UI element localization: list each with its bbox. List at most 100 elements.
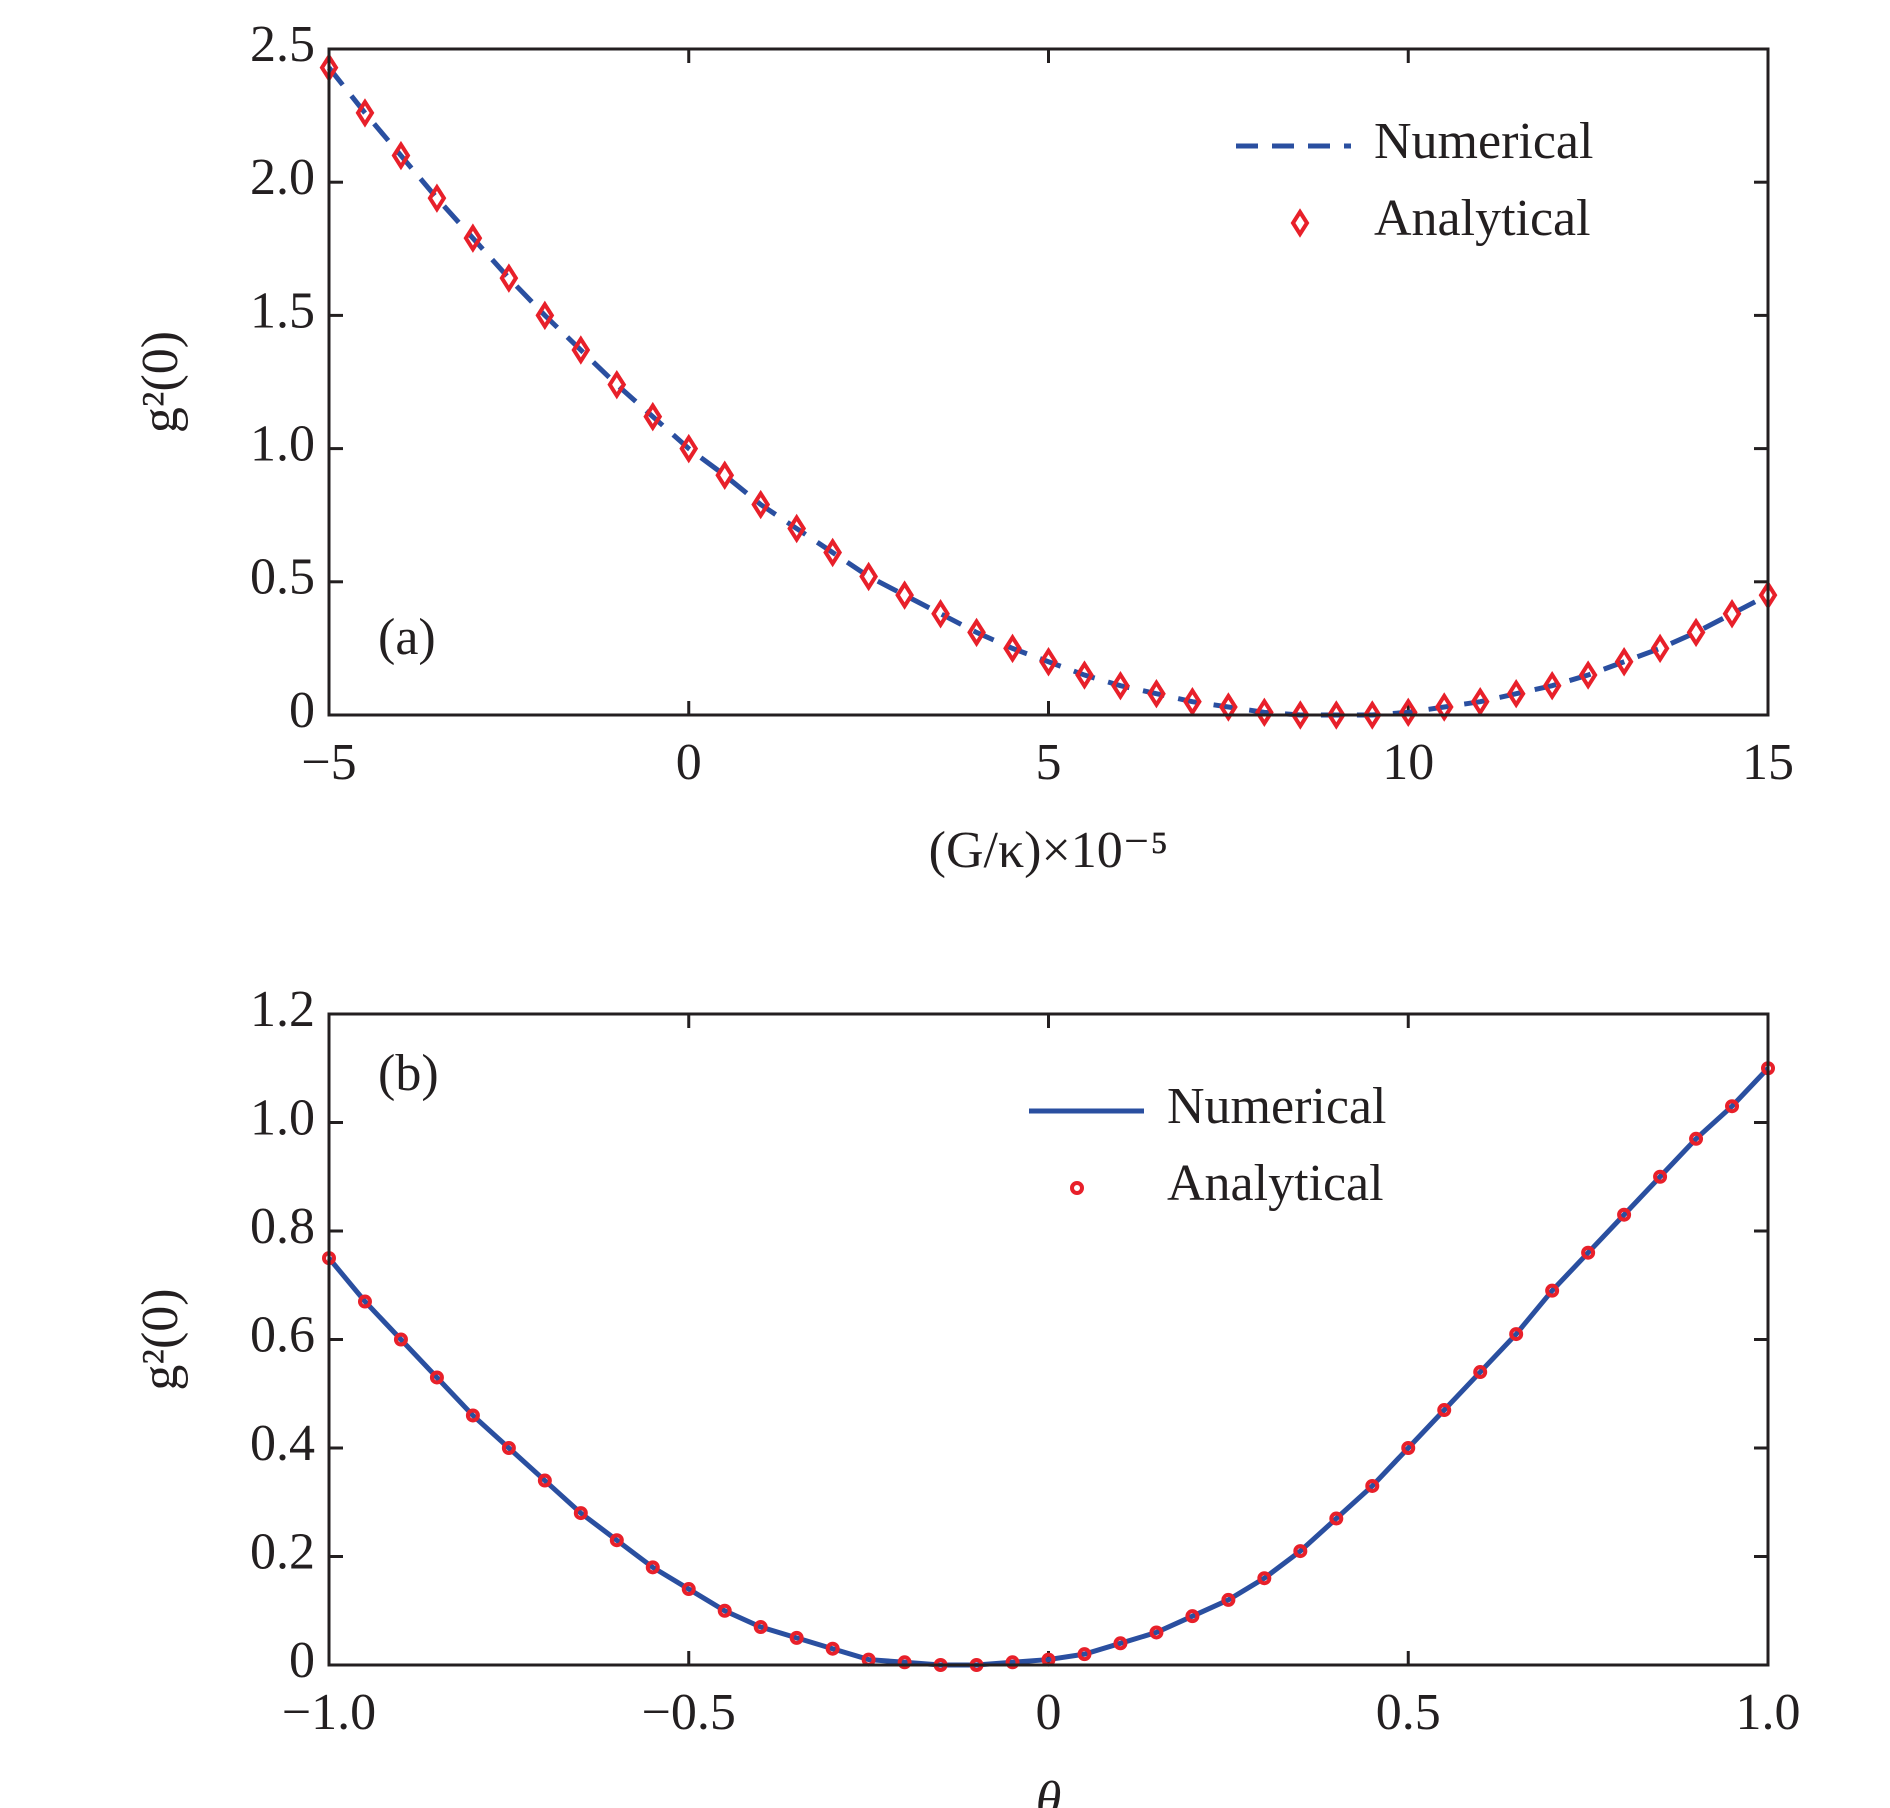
marker (607, 369, 627, 400)
y-tick-label: 2.0 (250, 149, 315, 206)
y-tick-label: 1.0 (250, 1089, 315, 1146)
marker (897, 1655, 912, 1670)
marker (1650, 633, 1670, 664)
marker (967, 617, 986, 648)
series-line (327, 66, 1770, 718)
marker (1290, 700, 1310, 730)
marker (825, 1641, 840, 1656)
x-tick-label: −5 (301, 734, 356, 791)
legend-label: Numerical (1374, 113, 1593, 170)
marker (753, 1620, 768, 1635)
x-axis-label: (G/κ)×10⁻⁵ (929, 822, 1169, 879)
marker (1293, 1544, 1308, 1559)
legend-marker (1070, 1181, 1084, 1195)
marker (645, 1560, 660, 1575)
marker (1437, 1403, 1452, 1418)
marker (1113, 1636, 1128, 1651)
marker (573, 1506, 588, 1521)
y-tick-label: 0.4 (250, 1415, 315, 1472)
marker (355, 98, 375, 128)
x-tick-label: 0 (1036, 1684, 1062, 1741)
marker (1434, 692, 1454, 722)
marker (1578, 660, 1598, 690)
marker (681, 1582, 696, 1597)
marker (535, 300, 555, 331)
panel-label: (a) (378, 609, 436, 666)
marker (715, 460, 735, 490)
marker (895, 580, 914, 610)
marker (357, 1294, 372, 1309)
marker (1077, 1647, 1092, 1662)
y-tick-label: 0.5 (250, 549, 315, 606)
x-tick-label: −1.0 (282, 1684, 376, 1741)
marker (1183, 686, 1202, 717)
marker (1509, 1327, 1524, 1342)
marker (1473, 1365, 1488, 1380)
legend-label: Analytical (1167, 1155, 1384, 1212)
marker (1221, 1592, 1236, 1607)
y-axis-label: g²(0) (132, 331, 189, 433)
marker (1398, 697, 1418, 728)
marker (1614, 646, 1634, 677)
marker (427, 183, 447, 213)
marker (823, 537, 843, 568)
panel-label: (b) (378, 1045, 439, 1102)
marker (1365, 1478, 1380, 1493)
marker (1257, 1571, 1272, 1586)
marker (1470, 686, 1490, 717)
x-tick-label: −0.5 (642, 1684, 736, 1741)
marker (393, 1332, 408, 1347)
marker (1581, 1245, 1596, 1260)
marker (1326, 700, 1346, 730)
marker (1185, 1609, 1200, 1624)
marker (1653, 1169, 1668, 1184)
marker (1617, 1207, 1632, 1222)
y-tick-label: 0.8 (250, 1198, 315, 1255)
marker (463, 223, 483, 253)
legend-label: Analytical (1374, 190, 1591, 247)
y-tick-label: 1.2 (250, 981, 315, 1038)
marker (1039, 646, 1058, 677)
marker (1111, 670, 1130, 701)
marker (1005, 1655, 1020, 1670)
y-axis-label: g²(0) (132, 1288, 189, 1390)
marker (679, 433, 699, 464)
marker (1003, 633, 1022, 664)
y-tick-label: 0.6 (250, 1306, 315, 1363)
x-tick-label: 10 (1382, 734, 1434, 791)
x-tick-label: 5 (1036, 734, 1062, 791)
marker (1147, 678, 1166, 709)
x-tick-label: 15 (1742, 734, 1794, 791)
marker (1722, 599, 1742, 629)
y-tick-label: 1.0 (250, 416, 315, 473)
marker (571, 335, 591, 365)
marker (787, 513, 807, 544)
marker (789, 1630, 804, 1645)
x-tick-label: 0.5 (1376, 1684, 1441, 1741)
marker (1329, 1511, 1344, 1526)
plot-frame (327, 47, 1770, 717)
x-axis-label: θ (1036, 1772, 1062, 1808)
marker (1545, 1283, 1560, 1298)
series-line (327, 1066, 1770, 1668)
y-tick-label: 0 (289, 682, 315, 739)
marker (537, 1473, 552, 1488)
marker (1506, 678, 1526, 709)
marker (1075, 660, 1094, 690)
marker (1401, 1441, 1416, 1455)
marker (1219, 692, 1238, 722)
marker (391, 140, 411, 171)
legend-label: Numerical (1167, 1078, 1386, 1135)
y-tick-label: 0 (289, 1632, 315, 1689)
marker (499, 263, 519, 293)
x-tick-label: 0 (676, 734, 702, 791)
marker (1725, 1099, 1740, 1114)
y-tick-label: 0.2 (250, 1523, 315, 1580)
marker (1686, 617, 1706, 648)
marker (1689, 1131, 1704, 1146)
marker (643, 401, 663, 432)
y-tick-label: 2.5 (250, 16, 315, 73)
marker (429, 1370, 444, 1385)
plot-frame (327, 1012, 1770, 1667)
marker (1149, 1625, 1164, 1640)
